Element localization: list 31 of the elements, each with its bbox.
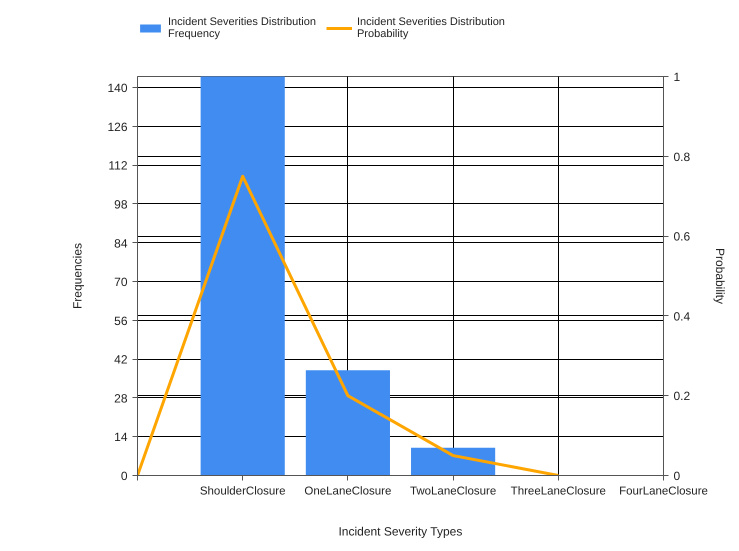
y2-tick-label: 0.2	[674, 389, 691, 404]
y-tick-label: 84	[114, 236, 128, 250]
y2-tick-label: 0.6	[674, 230, 691, 244]
bar	[411, 448, 496, 476]
y-tick-label: 56	[114, 314, 128, 328]
x-tick-label: ThreeLaneClosure	[510, 486, 606, 498]
y-tick-label: 126	[107, 120, 128, 134]
x-tick-label: TwoLaneClosure	[410, 486, 496, 498]
x-tick-label: FourLaneClosure	[619, 486, 708, 498]
y-axis-title: Frequencies	[70, 242, 84, 310]
y2-tick-label: 0.8	[674, 150, 691, 164]
bar	[306, 370, 390, 476]
y-tick-label: 14	[114, 430, 128, 444]
y2-axis-title: Probability	[713, 248, 728, 304]
y-tick-label: 112	[108, 158, 128, 173]
y2-tick-label: 0.4	[674, 309, 691, 324]
legend-label: Incident Severities Distribution Probability	[356, 16, 505, 40]
y-tick-label: 28	[114, 391, 128, 406]
y-tick-label: 0	[120, 469, 128, 483]
y-tick-label: 140	[107, 81, 128, 96]
x-tick-label: OneLaneClosure	[304, 486, 392, 498]
x-tick-label: ShoulderClosure	[200, 486, 286, 498]
y2-tick-label: 1	[674, 70, 680, 84]
bar	[200, 76, 285, 476]
legend-label: Incident Severities Distribution Frequency	[168, 16, 316, 40]
x-axis-title: Incident Severity Types	[338, 524, 462, 538]
y-tick-label: 98	[114, 197, 128, 212]
line-series	[138, 174, 560, 476]
y2-tick-label: 0	[674, 469, 680, 483]
y-tick-label: 42	[114, 352, 128, 367]
y-tick-label: 70	[114, 275, 128, 290]
